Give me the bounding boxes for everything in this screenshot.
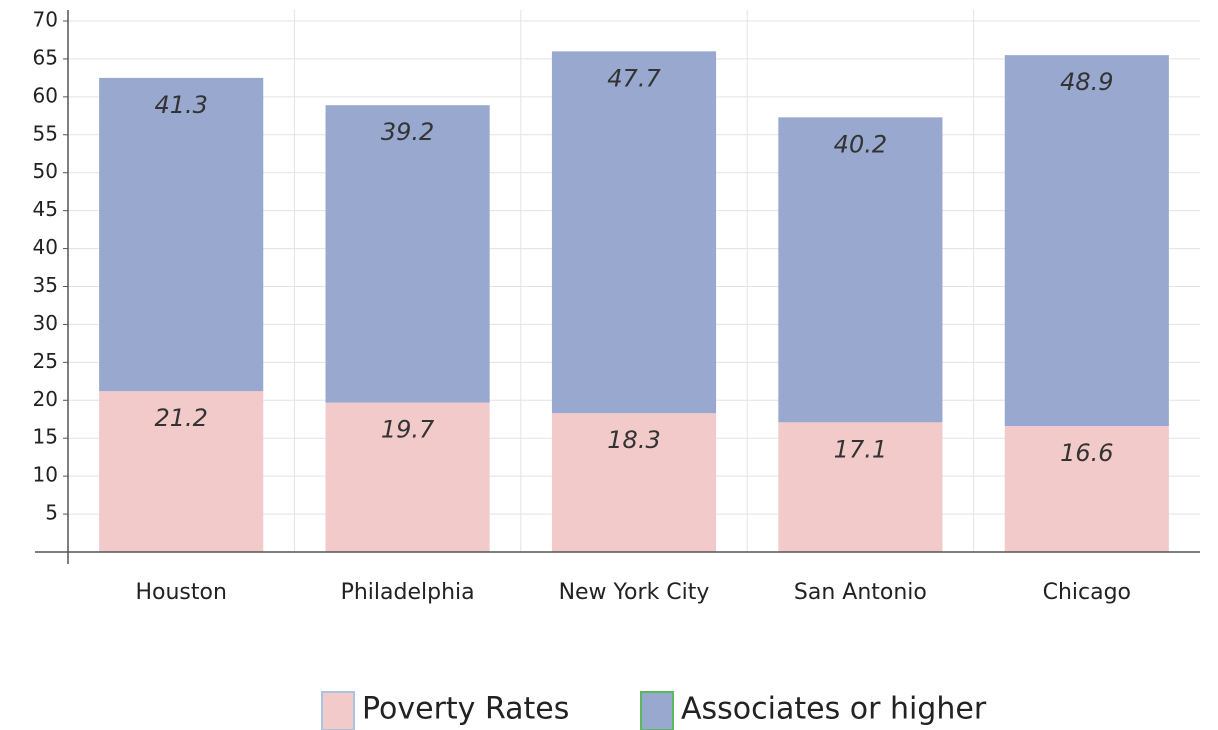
bar-segment [325, 402, 490, 552]
data-label: 41.3 [154, 91, 207, 119]
y-tick-label: 65 [33, 45, 58, 69]
y-tick-label: 45 [33, 197, 58, 221]
legend-label: Poverty Rates [362, 692, 569, 727]
y-tick-label: 55 [33, 121, 58, 145]
y-tick-label: 35 [33, 273, 58, 297]
bar-segment [778, 422, 943, 552]
legend-swatch [321, 691, 355, 730]
y-tick-label: 20 [33, 387, 58, 411]
x-tick-label: Houston [135, 580, 226, 605]
data-label: 48.9 [1060, 68, 1113, 96]
bar-segment [551, 51, 717, 414]
bar-segment [99, 391, 264, 552]
y-tick-label: 50 [33, 159, 58, 183]
y-tick-label: 60 [33, 83, 58, 107]
bar-segment [778, 117, 943, 423]
y-tick-label: 40 [33, 235, 58, 259]
x-tick-label: Philadelphia [341, 580, 475, 605]
data-label: 47.7 [607, 64, 661, 92]
data-label: 18.3 [607, 426, 660, 454]
bar-segment [325, 105, 490, 403]
bar-segment [1004, 426, 1169, 552]
y-tick-label: 25 [33, 349, 58, 373]
x-tick-label: New York City [559, 580, 710, 605]
data-label: 16.6 [1060, 439, 1113, 467]
data-label: 19.7 [381, 416, 435, 444]
bar-segment [99, 77, 264, 392]
bar-segment [1004, 55, 1169, 427]
y-tick-label: 10 [33, 463, 58, 487]
data-label: 21.2 [154, 404, 207, 432]
y-tick-label: 5 [45, 501, 58, 525]
y-tick-label: 15 [33, 425, 58, 449]
y-tick-label: 70 [33, 8, 58, 32]
data-label: 40.2 [834, 130, 887, 158]
x-tick-label: Chicago [1043, 580, 1131, 605]
data-label: 17.1 [834, 435, 887, 463]
y-tick-label: 30 [33, 311, 58, 335]
x-tick-label: San Antonio [794, 580, 927, 605]
bar-segment [551, 413, 717, 552]
legend-label: Associates or higher [681, 692, 987, 727]
data-label: 39.2 [381, 118, 434, 146]
legend-swatch [640, 691, 674, 730]
